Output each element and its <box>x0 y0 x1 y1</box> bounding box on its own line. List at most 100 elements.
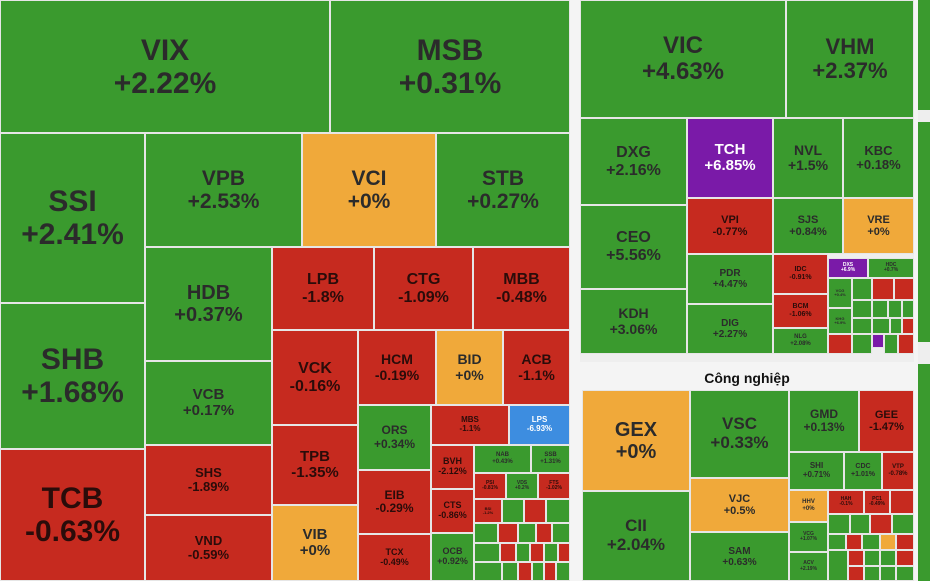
tiny-tile[interactable] <box>880 566 896 581</box>
tile-vpb[interactable]: VPB +2.53% <box>145 133 302 247</box>
tile-vci[interactable]: VCI +0% <box>302 133 436 247</box>
tiny-tile[interactable] <box>852 300 872 318</box>
tiny-tile[interactable] <box>898 334 914 354</box>
tiny-tile[interactable] <box>524 499 546 523</box>
tile-dxg[interactable]: DXG +2.16% <box>580 118 687 205</box>
tile-hdb[interactable]: HDB +0.37% <box>145 247 272 361</box>
tile-pdr[interactable]: PDR +4.47% <box>687 254 773 304</box>
tile-shs[interactable]: SHS -1.89% <box>145 445 272 515</box>
tiny-tile[interactable] <box>864 566 880 581</box>
tiny-tile[interactable] <box>896 534 914 550</box>
tile-vcb[interactable]: VCB +0.17% <box>145 361 272 445</box>
tile-cdc[interactable]: CDC +1.01% <box>844 452 882 490</box>
tiny-tile[interactable] <box>828 550 848 581</box>
tile-bid[interactable]: BID +0% <box>436 330 503 405</box>
tile-ors[interactable]: ORS +0.34% <box>358 405 431 470</box>
tile-vcg-re[interactable]: VCG +0.4% <box>828 278 852 308</box>
tile-tch[interactable]: TCH +6.85% <box>687 118 773 198</box>
tiny-tile[interactable] <box>544 543 558 562</box>
tiny-tile[interactable] <box>846 534 862 550</box>
tiny-tile[interactable] <box>890 318 902 334</box>
tile-vhm[interactable]: VHM +2.37% <box>786 0 914 118</box>
tiny-tile[interactable] <box>872 278 894 300</box>
tile-gex[interactable]: GEX +0% <box>582 390 690 491</box>
tiny-tile[interactable] <box>872 300 888 318</box>
tiny-tile[interactable] <box>872 318 890 334</box>
tile-hdc[interactable]: HDC +0.7% <box>868 258 914 278</box>
tile-sjs[interactable]: SJS +0.84% <box>773 198 843 254</box>
offscreen-tile[interactable] <box>918 364 930 581</box>
tile-shi[interactable]: SHI +0.71% <box>789 452 844 490</box>
tile-vck[interactable]: VCK -0.16% <box>272 330 358 425</box>
tile-acb[interactable]: ACB -1.1% <box>503 330 570 405</box>
tile-hah[interactable]: HAH -0.1% <box>828 490 864 514</box>
tile-vds[interactable]: VDS +0.2% <box>506 473 538 499</box>
tile-nvl[interactable]: NVL +1.5% <box>773 118 843 198</box>
tile-shb[interactable]: SHB +1.68% <box>0 303 145 449</box>
tile-dig[interactable]: DIG +2.27% <box>687 304 773 354</box>
tiny-tile[interactable] <box>890 490 914 514</box>
tile-bsi[interactable]: BSI -1.2% <box>474 499 502 523</box>
tile-acv[interactable]: ACV +2.19% <box>789 552 828 581</box>
tile-pc1[interactable]: PC1 -0.49% <box>864 490 890 514</box>
tiny-tile[interactable] <box>546 499 570 523</box>
tiny-tile[interactable] <box>852 334 872 354</box>
tiny-tile[interactable] <box>828 534 846 550</box>
tile-hhv[interactable]: HHV +0% <box>789 490 828 522</box>
tiny-tile[interactable] <box>852 278 872 300</box>
offscreen-tile[interactable] <box>918 122 930 342</box>
tile-vcg[interactable]: VCG +1.07% <box>789 522 828 552</box>
tile-hcm[interactable]: HCM -0.19% <box>358 330 436 405</box>
tiny-tile[interactable] <box>902 300 914 318</box>
tile-kdh[interactable]: KDH +3.06% <box>580 289 687 354</box>
tile-cts[interactable]: CTS -0.86% <box>431 489 474 533</box>
tiny-tile[interactable] <box>474 562 502 581</box>
tile-stb[interactable]: STB +0.27% <box>436 133 570 247</box>
tile-bcm[interactable]: BCM -1.06% <box>773 294 828 328</box>
tiny-tile[interactable] <box>474 543 500 562</box>
tile-kbc[interactable]: KBC +0.18% <box>843 118 914 198</box>
tile-mbs[interactable]: MBS -1.1% <box>431 405 509 445</box>
tile-vnd[interactable]: VND -0.59% <box>145 515 272 581</box>
tiny-tile[interactable] <box>828 334 852 354</box>
tiny-tile[interactable] <box>864 550 880 566</box>
tile-ocb[interactable]: OCB +0.92% <box>431 533 474 581</box>
tile-ssb[interactable]: SSB +1.31% <box>531 445 570 473</box>
tiny-tile[interactable] <box>892 514 914 534</box>
tiny-tile[interactable] <box>552 523 570 543</box>
tile-vre[interactable]: VRE +0% <box>843 198 914 254</box>
tile-ceo[interactable]: CEO +5.56% <box>580 205 687 289</box>
tile-psi[interactable]: PSI -0.81% <box>474 473 506 499</box>
tiny-tile[interactable] <box>894 278 914 300</box>
tile-fts[interactable]: FTS -1.02% <box>538 473 570 499</box>
tiny-tile[interactable] <box>896 550 914 566</box>
tiny-tile[interactable] <box>498 523 518 543</box>
tiny-tile[interactable] <box>872 334 884 348</box>
tiny-tile[interactable] <box>532 562 544 581</box>
tile-eib[interactable]: EIB -0.29% <box>358 470 431 534</box>
offscreen-tile[interactable] <box>918 0 930 110</box>
tiny-tile[interactable] <box>880 534 896 550</box>
tile-tcb[interactable]: TCB -0.63% <box>0 449 145 581</box>
tile-vpi[interactable]: VPI -0.77% <box>687 198 773 254</box>
tiny-tile[interactable] <box>474 523 498 543</box>
tiny-tile[interactable] <box>500 543 516 562</box>
tile-ctg[interactable]: CTG -1.09% <box>374 247 473 330</box>
tile-gmd[interactable]: GMD +0.13% <box>789 390 859 452</box>
tiny-tile[interactable] <box>848 566 864 581</box>
tile-sam[interactable]: SAM +0.63% <box>690 532 789 581</box>
tiny-tile[interactable] <box>828 514 850 534</box>
tile-lps[interactable]: LPS -6.93% <box>509 405 570 445</box>
tiny-tile[interactable] <box>556 562 570 581</box>
tiny-tile[interactable] <box>870 514 892 534</box>
tiny-tile[interactable] <box>530 543 544 562</box>
tiny-tile[interactable] <box>518 562 532 581</box>
tile-nab[interactable]: NAB +0.43% <box>474 445 531 473</box>
tiny-tile[interactable] <box>852 318 872 334</box>
tile-vic[interactable]: VIC +4.63% <box>580 0 786 118</box>
tiny-tile[interactable] <box>544 562 556 581</box>
tile-bvh[interactable]: BVH -2.12% <box>431 445 474 489</box>
tile-idc[interactable]: IDC -0.91% <box>773 254 828 294</box>
tile-tcx[interactable]: TCX -0.49% <box>358 534 431 581</box>
tiny-tile[interactable] <box>884 334 898 354</box>
